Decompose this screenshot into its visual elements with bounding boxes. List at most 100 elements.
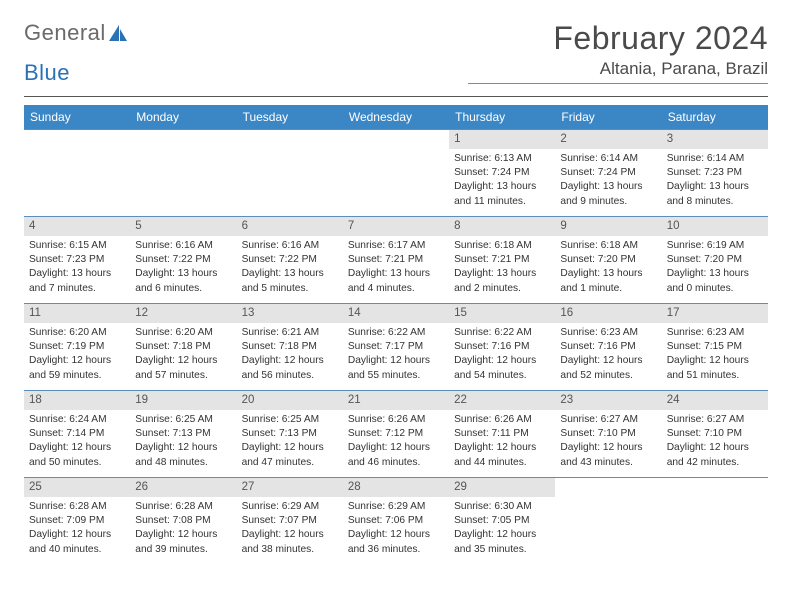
day-line-d2: and 50 minutes. [29,456,125,469]
day-cell: 14Sunrise: 6:22 AMSunset: 7:17 PMDayligh… [343,304,449,390]
day-line-d2: and 7 minutes. [29,282,125,295]
day-line-ss: Sunset: 7:15 PM [667,340,763,353]
day-cell: 10Sunrise: 6:19 AMSunset: 7:20 PMDayligh… [662,217,768,303]
day-line-d1: Daylight: 12 hours [242,528,338,541]
day-line-d1: Daylight: 13 hours [454,267,550,280]
logo-text-general: General [24,20,106,46]
day-number: 7 [343,217,449,236]
day-line-d2: and 35 minutes. [454,543,550,556]
weekday-header: Friday [555,105,661,129]
day-number: 19 [130,391,236,410]
day-cell: 29Sunrise: 6:30 AMSunset: 7:05 PMDayligh… [449,478,555,564]
day-cell: 25Sunrise: 6:28 AMSunset: 7:09 PMDayligh… [24,478,130,564]
day-body: Sunrise: 6:29 AMSunset: 7:06 PMDaylight:… [343,497,449,561]
day-line-d1: Daylight: 12 hours [348,441,444,454]
day-body: Sunrise: 6:17 AMSunset: 7:21 PMDaylight:… [343,236,449,300]
day-body: Sunrise: 6:18 AMSunset: 7:20 PMDaylight:… [555,236,661,300]
weeks-container: 1Sunrise: 6:13 AMSunset: 7:24 PMDaylight… [24,129,768,564]
day-line-d2: and 5 minutes. [242,282,338,295]
day-body: Sunrise: 6:16 AMSunset: 7:22 PMDaylight:… [130,236,236,300]
day-line-d2: and 4 minutes. [348,282,444,295]
day-body: Sunrise: 6:23 AMSunset: 7:15 PMDaylight:… [662,323,768,387]
day-number: 24 [662,391,768,410]
day-number: 18 [24,391,130,410]
day-line-d2: and 38 minutes. [242,543,338,556]
week-row: 11Sunrise: 6:20 AMSunset: 7:19 PMDayligh… [24,303,768,390]
day-body: Sunrise: 6:16 AMSunset: 7:22 PMDaylight:… [237,236,343,300]
week-row: 18Sunrise: 6:24 AMSunset: 7:14 PMDayligh… [24,390,768,477]
weekday-header: Thursday [449,105,555,129]
month-title: February 2024 [468,20,768,57]
day-line-ss: Sunset: 7:22 PM [242,253,338,266]
day-line-d1: Daylight: 13 hours [242,267,338,280]
day-line-d2: and 2 minutes. [454,282,550,295]
day-line-d2: and 36 minutes. [348,543,444,556]
day-line-sr: Sunrise: 6:23 AM [667,326,763,339]
day-line-d1: Daylight: 12 hours [667,354,763,367]
day-cell: 22Sunrise: 6:26 AMSunset: 7:11 PMDayligh… [449,391,555,477]
day-line-ss: Sunset: 7:24 PM [560,166,656,179]
day-line-d1: Daylight: 12 hours [454,441,550,454]
day-line-d2: and 43 minutes. [560,456,656,469]
day-cell [237,130,343,216]
day-line-ss: Sunset: 7:07 PM [242,514,338,527]
day-line-sr: Sunrise: 6:18 AM [560,239,656,252]
day-line-ss: Sunset: 7:23 PM [667,166,763,179]
day-line-d1: Daylight: 12 hours [29,528,125,541]
day-line-d1: Daylight: 13 hours [560,267,656,280]
day-cell: 9Sunrise: 6:18 AMSunset: 7:20 PMDaylight… [555,217,661,303]
day-cell: 11Sunrise: 6:20 AMSunset: 7:19 PMDayligh… [24,304,130,390]
day-cell: 15Sunrise: 6:22 AMSunset: 7:16 PMDayligh… [449,304,555,390]
day-line-sr: Sunrise: 6:22 AM [348,326,444,339]
day-body: Sunrise: 6:21 AMSunset: 7:18 PMDaylight:… [237,323,343,387]
logo: General [24,20,128,46]
day-number: 1 [449,130,555,149]
day-line-ss: Sunset: 7:09 PM [29,514,125,527]
day-number: 23 [555,391,661,410]
day-line-sr: Sunrise: 6:20 AM [29,326,125,339]
day-line-d1: Daylight: 12 hours [29,441,125,454]
day-number: 20 [237,391,343,410]
day-cell: 13Sunrise: 6:21 AMSunset: 7:18 PMDayligh… [237,304,343,390]
day-body: Sunrise: 6:26 AMSunset: 7:12 PMDaylight:… [343,410,449,474]
day-cell: 17Sunrise: 6:23 AMSunset: 7:15 PMDayligh… [662,304,768,390]
day-line-sr: Sunrise: 6:25 AM [242,413,338,426]
day-line-d2: and 46 minutes. [348,456,444,469]
day-number: 8 [449,217,555,236]
day-number: 22 [449,391,555,410]
day-number: 12 [130,304,236,323]
day-line-sr: Sunrise: 6:18 AM [454,239,550,252]
day-line-ss: Sunset: 7:21 PM [348,253,444,266]
calendar: SundayMondayTuesdayWednesdayThursdayFrid… [24,105,768,564]
day-body: Sunrise: 6:18 AMSunset: 7:21 PMDaylight:… [449,236,555,300]
day-body: Sunrise: 6:20 AMSunset: 7:19 PMDaylight:… [24,323,130,387]
logo-text-blue: Blue [24,60,70,86]
weekday-header: Monday [130,105,236,129]
day-line-d1: Daylight: 12 hours [454,354,550,367]
day-cell [24,130,130,216]
day-line-sr: Sunrise: 6:16 AM [135,239,231,252]
day-line-ss: Sunset: 7:13 PM [135,427,231,440]
day-cell: 28Sunrise: 6:29 AMSunset: 7:06 PMDayligh… [343,478,449,564]
day-line-ss: Sunset: 7:13 PM [242,427,338,440]
day-line-sr: Sunrise: 6:21 AM [242,326,338,339]
day-number: 26 [130,478,236,497]
day-body: Sunrise: 6:25 AMSunset: 7:13 PMDaylight:… [237,410,343,474]
day-line-d2: and 8 minutes. [667,195,763,208]
day-line-d2: and 56 minutes. [242,369,338,382]
day-line-d2: and 51 minutes. [667,369,763,382]
day-line-sr: Sunrise: 6:24 AM [29,413,125,426]
header-rule [24,96,768,97]
day-body: Sunrise: 6:14 AMSunset: 7:23 PMDaylight:… [662,149,768,213]
day-line-ss: Sunset: 7:06 PM [348,514,444,527]
day-line-d2: and 6 minutes. [135,282,231,295]
day-line-d2: and 40 minutes. [29,543,125,556]
day-number: 29 [449,478,555,497]
week-row: 4Sunrise: 6:15 AMSunset: 7:23 PMDaylight… [24,216,768,303]
day-cell: 5Sunrise: 6:16 AMSunset: 7:22 PMDaylight… [130,217,236,303]
day-line-d1: Daylight: 12 hours [454,528,550,541]
day-body: Sunrise: 6:29 AMSunset: 7:07 PMDaylight:… [237,497,343,561]
day-line-d1: Daylight: 12 hours [135,441,231,454]
day-cell: 7Sunrise: 6:17 AMSunset: 7:21 PMDaylight… [343,217,449,303]
day-body: Sunrise: 6:19 AMSunset: 7:20 PMDaylight:… [662,236,768,300]
